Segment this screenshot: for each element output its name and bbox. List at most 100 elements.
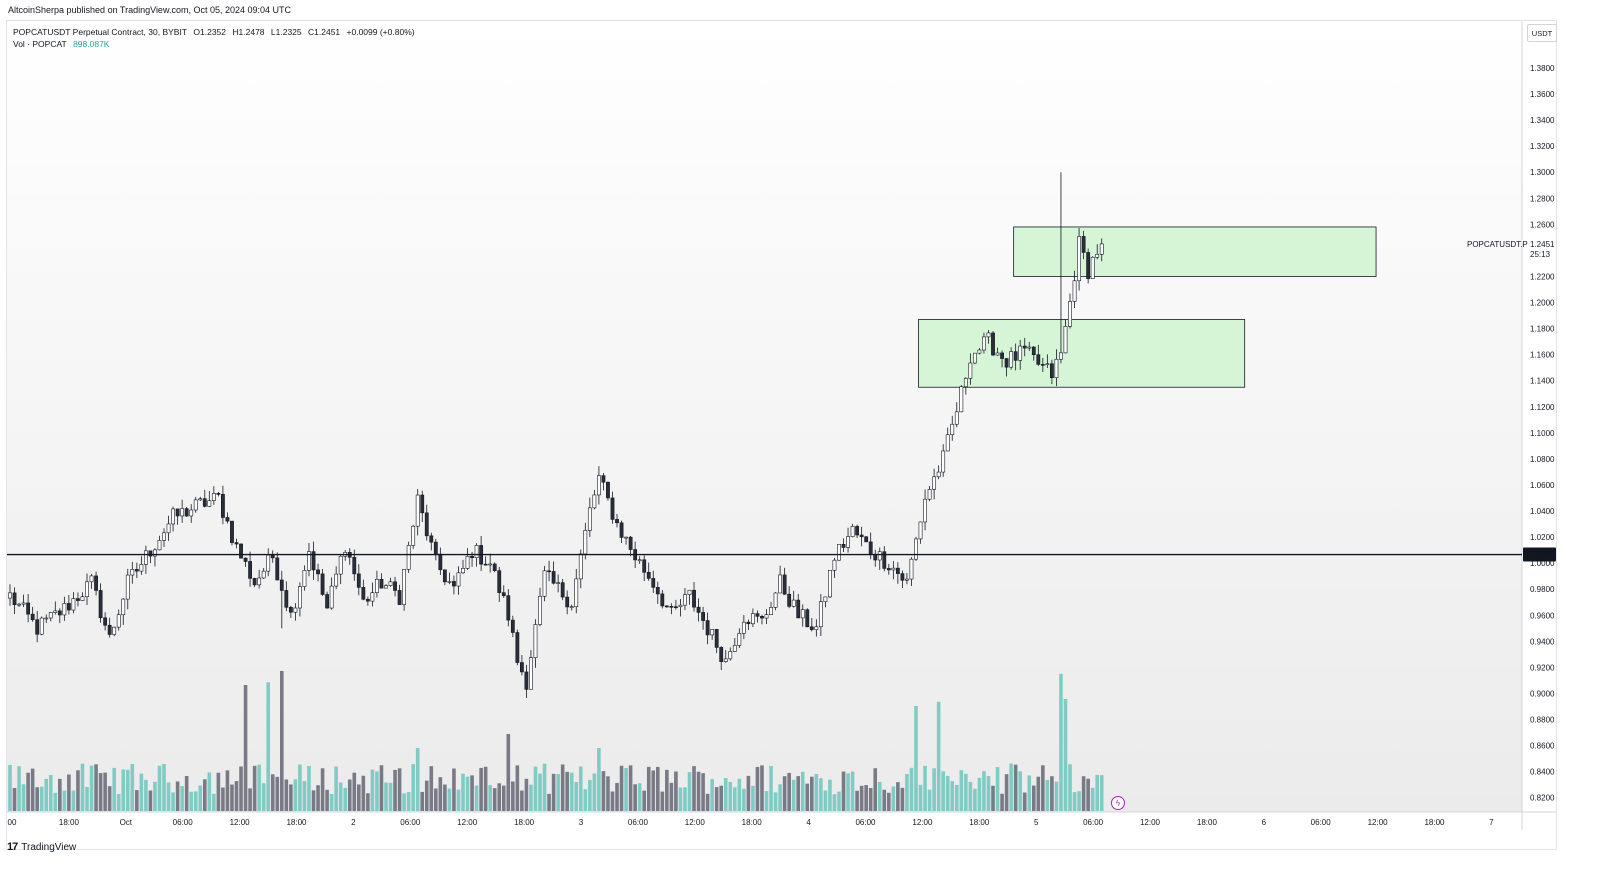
- level-price-label: 1.0066: [1529, 551, 1554, 560]
- price-tick-label: 1.0200: [1530, 533, 1555, 542]
- volume-bar: [646, 766, 651, 811]
- volume-bar: [932, 768, 936, 811]
- candle-body: [628, 536, 633, 550]
- candle-body: [71, 598, 76, 611]
- volume-bar: [606, 776, 610, 811]
- candle-body: [402, 569, 407, 605]
- candle-body: [116, 614, 121, 628]
- volume-bar: [995, 767, 1000, 811]
- chart-panel[interactable]: [6, 20, 1557, 850]
- volume-bar: [35, 787, 39, 811]
- volume-bar: [157, 765, 162, 811]
- bar-countdown-label: 25:13: [1530, 250, 1551, 259]
- candle-body: [53, 610, 58, 613]
- volume-bar: [207, 772, 212, 811]
- volume-bar: [674, 771, 678, 811]
- candle-body: [424, 512, 429, 537]
- candle-body: [551, 571, 556, 584]
- candle-body: [1081, 236, 1086, 253]
- volume-bar: [434, 788, 438, 811]
- volume-bar: [320, 768, 325, 811]
- candle-body: [248, 561, 252, 579]
- candle-body: [705, 620, 710, 636]
- candle-body: [239, 543, 243, 559]
- candle-body: [356, 573, 361, 588]
- candle-body: [601, 475, 606, 483]
- candle-body: [157, 540, 162, 551]
- candle-body: [406, 545, 411, 570]
- candle-body: [293, 607, 298, 613]
- price-tick-label: 1.1600: [1530, 351, 1555, 360]
- volume-bar: [8, 764, 12, 811]
- volume-bar: [12, 787, 17, 811]
- lightning-icon[interactable]: ϟ: [1111, 796, 1125, 810]
- candle-body: [751, 613, 755, 625]
- time-tick-label: 18:00: [514, 818, 535, 827]
- candle-body: [1077, 236, 1081, 282]
- candle-body: [230, 520, 234, 543]
- candle-body: [977, 349, 982, 354]
- candle-body: [1031, 346, 1036, 355]
- volume-bar: [44, 778, 49, 811]
- candle-body: [470, 556, 474, 558]
- volume-bar: [791, 779, 796, 811]
- volume-bar: [420, 791, 425, 811]
- volume-bar: [914, 706, 918, 811]
- volume-bar: [778, 784, 782, 811]
- candle-body: [1009, 351, 1014, 368]
- volume-bar: [48, 774, 53, 811]
- time-tick-label: 18:00: [742, 818, 763, 827]
- candle-body: [660, 593, 665, 607]
- candle-body: [832, 559, 837, 571]
- candle-body: [886, 568, 891, 571]
- candle-body: [433, 541, 438, 555]
- candle-body: [1063, 326, 1068, 354]
- volume-bar: [415, 748, 420, 811]
- legend-open: O1.2352: [193, 27, 227, 37]
- symbol-price-label: POPCATUSDT.P: [1467, 240, 1528, 249]
- candle-body: [1013, 351, 1018, 361]
- time-tick-label: 4: [806, 818, 811, 827]
- price-tick-label: 1.3200: [1530, 142, 1555, 151]
- volume-bar: [67, 774, 71, 811]
- volume-bar: [307, 765, 311, 811]
- volume-bar: [270, 774, 275, 811]
- candle-body: [1036, 354, 1041, 365]
- price-axis[interactable]: 1.3800 1.3600 1.3400 1.3200 1.3000 1.2800 1.26…: [1467, 64, 1556, 803]
- volume-bar: [733, 787, 737, 811]
- volume-bar: [714, 787, 719, 811]
- currency-selector[interactable]: USDT: [1527, 24, 1557, 42]
- candle-body: [1072, 280, 1077, 302]
- candle-body: [664, 605, 669, 608]
- volume-bar: [710, 779, 714, 811]
- candle-body: [320, 573, 325, 595]
- volume-bar: [828, 779, 832, 811]
- volume-bar: [71, 790, 76, 811]
- volume-bar: [547, 793, 551, 811]
- volume-bar: [497, 783, 502, 811]
- candle-body: [556, 582, 561, 584]
- volume-bar: [859, 785, 864, 811]
- price-tick-label: 0.9200: [1530, 663, 1555, 672]
- volume-bar: [139, 773, 144, 811]
- volume-bar: [338, 782, 343, 811]
- volume-bar: [1086, 778, 1090, 811]
- candle-body: [225, 517, 230, 522]
- volume-bar: [737, 778, 742, 811]
- volume-bar: [275, 776, 280, 811]
- candle-body: [945, 434, 950, 452]
- price-tick-label: 1.3600: [1530, 90, 1555, 99]
- candle-body: [778, 574, 783, 594]
- time-axis[interactable]: 00 18:00 Oct 06:00 12:00 18:00 2 06:00 12:00 18:0…: [8, 818, 1495, 827]
- candle-body: [488, 563, 493, 566]
- time-tick-label: 18:00: [1424, 818, 1445, 827]
- volume-bar: [470, 775, 474, 811]
- volume-bar: [887, 792, 891, 811]
- candle-body: [846, 536, 850, 548]
- volume-bar: [560, 764, 565, 811]
- candle-body: [80, 596, 85, 601]
- volume-bar: [1081, 776, 1086, 811]
- candle-body: [474, 545, 479, 558]
- volume-bar: [873, 768, 878, 811]
